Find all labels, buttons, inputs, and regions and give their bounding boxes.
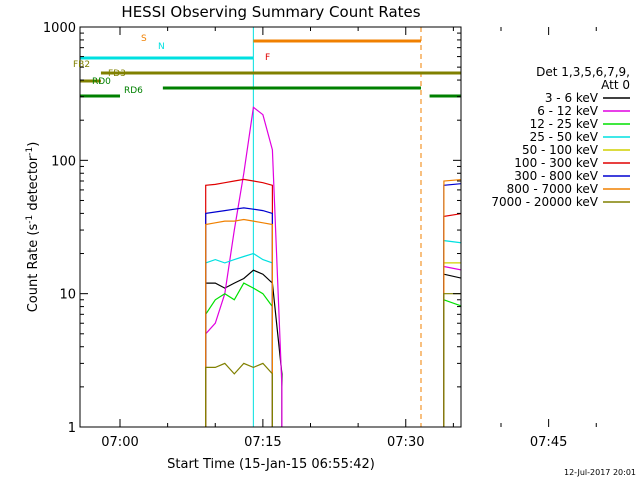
plot-area bbox=[80, 27, 461, 427]
x-tick-label: 07:30 bbox=[387, 435, 424, 450]
series-line bbox=[443, 273, 461, 427]
flag-label: FB2 bbox=[73, 60, 90, 70]
legend-entry-label: 25 - 50 keV bbox=[530, 130, 599, 144]
legend-entry-label: 3 - 6 keV bbox=[545, 91, 599, 105]
series-line bbox=[443, 293, 461, 427]
series-line bbox=[205, 178, 273, 427]
legend-entry-label: 7000 - 20000 keV bbox=[491, 195, 598, 209]
flag-label: N bbox=[158, 42, 165, 52]
x-axis-label: Start Time (15-Jan-15 06:55:42) bbox=[167, 457, 375, 472]
series-line bbox=[443, 239, 461, 427]
chart-title: HESSI Observing Summary Count Rates bbox=[121, 3, 420, 21]
x-tick-label: 07:45 bbox=[530, 435, 567, 450]
y-axis-label: Count Rate (s-1 detector-1) bbox=[25, 142, 41, 313]
series-line bbox=[205, 207, 273, 427]
flag-label: S bbox=[141, 34, 147, 44]
flag-label: RD0 bbox=[92, 77, 111, 87]
series-line bbox=[205, 252, 273, 427]
legend-entry-label: 50 - 100 keV bbox=[522, 143, 599, 157]
legend-entry-label: 800 - 7000 keV bbox=[507, 182, 599, 196]
series-line bbox=[205, 106, 283, 427]
flag-label: FD3 bbox=[108, 69, 126, 79]
series-line bbox=[205, 269, 283, 427]
flag-label: RD6 bbox=[124, 86, 143, 96]
plot-frame bbox=[79, 26, 462, 428]
series-line bbox=[443, 183, 461, 427]
series-line bbox=[443, 262, 461, 427]
series-line bbox=[205, 362, 273, 427]
legend-header-att: Att 0 bbox=[601, 78, 630, 92]
legend-entry-label: 100 - 300 keV bbox=[514, 156, 598, 170]
y-tick-label: 10 bbox=[59, 288, 76, 303]
legend-entry-label: 12 - 25 keV bbox=[530, 117, 599, 131]
date-stamp: 12-Jul-2017 20:01 bbox=[564, 468, 636, 477]
y-tick-label: 1 bbox=[68, 421, 76, 436]
legend-header: Det 1,3,5,6,7,9, bbox=[536, 65, 630, 79]
flag-label: F bbox=[265, 53, 270, 63]
x-tick-label: 07:00 bbox=[101, 435, 138, 450]
series-line bbox=[443, 178, 461, 427]
y-tick-label: 100 bbox=[51, 154, 76, 169]
legend-entry-label: 6 - 12 keV bbox=[537, 104, 599, 118]
x-tick-label: 07:15 bbox=[244, 435, 281, 450]
series-line bbox=[443, 213, 461, 427]
series-line bbox=[205, 282, 273, 427]
series-line bbox=[443, 298, 461, 427]
y-tick-label: 1000 bbox=[43, 21, 76, 36]
series-line bbox=[205, 218, 273, 427]
legend-entry-label: 300 - 800 keV bbox=[514, 169, 598, 183]
axes: SNFFB2FD3RD0RD607:0007:1507:3007:4508:00… bbox=[43, 21, 597, 450]
